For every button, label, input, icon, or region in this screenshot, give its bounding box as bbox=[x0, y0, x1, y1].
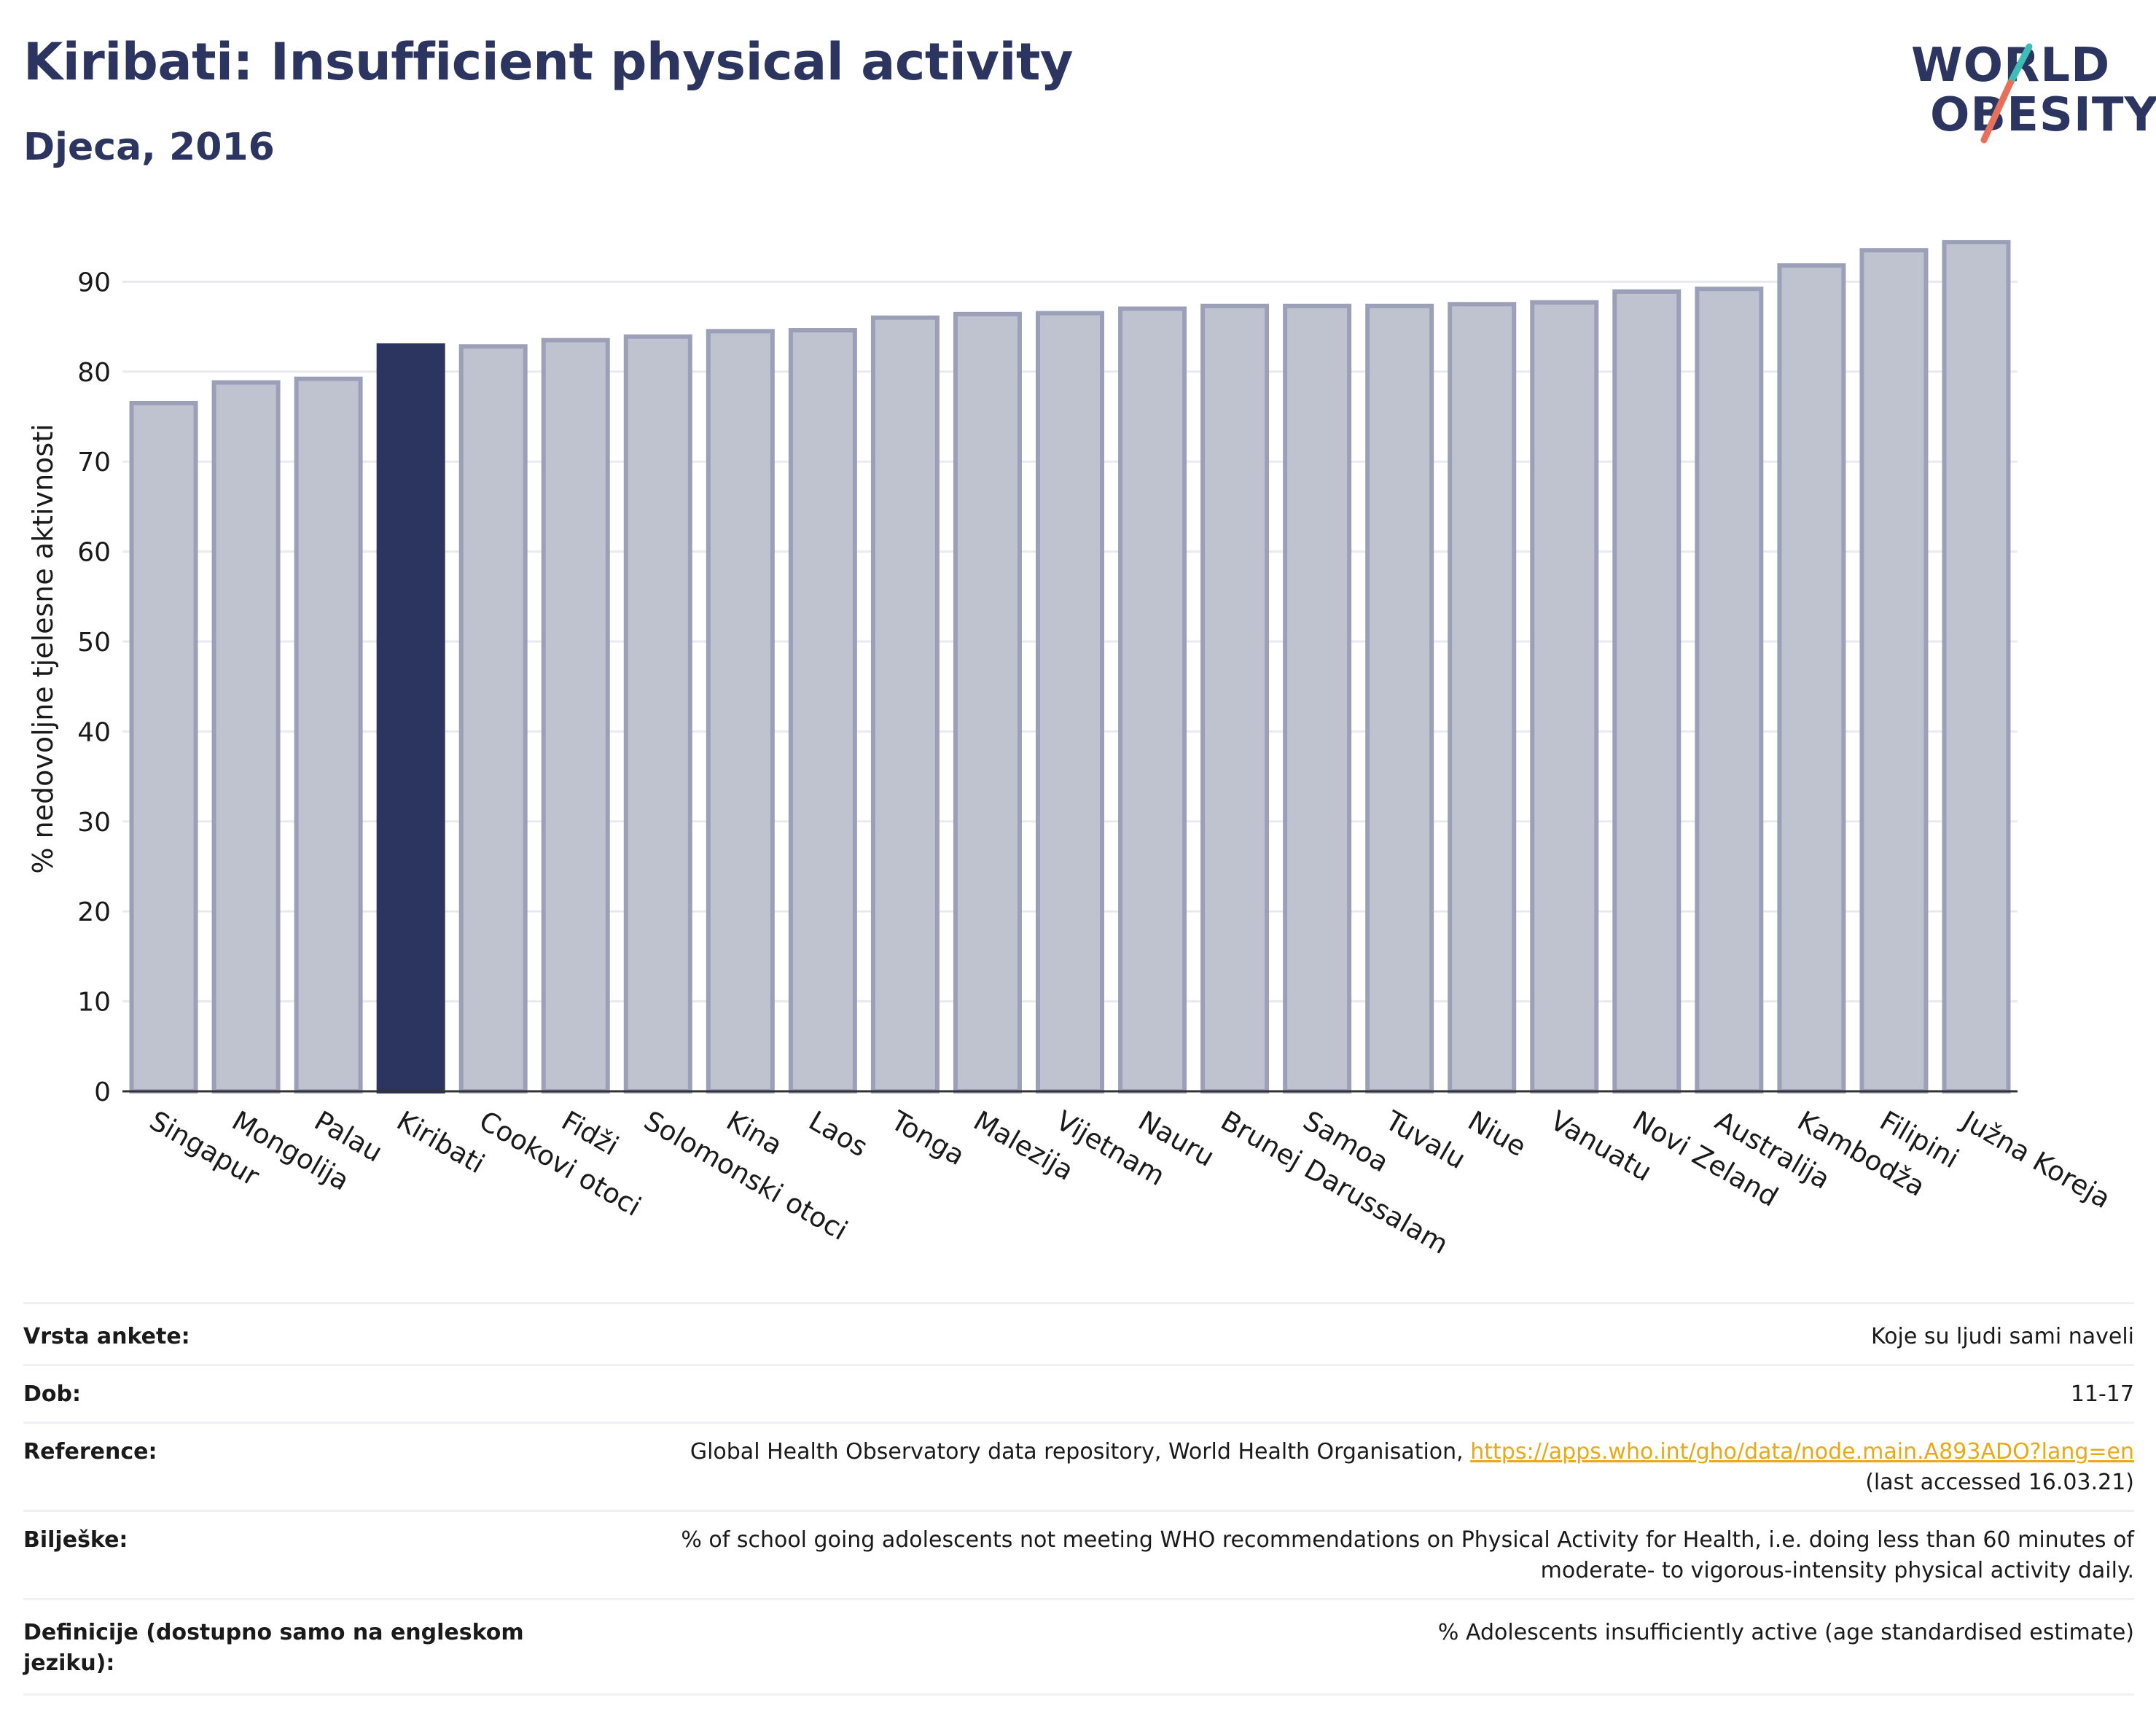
bar-singapur[interactable] bbox=[129, 400, 198, 1093]
bar-mongolija[interactable] bbox=[211, 380, 281, 1094]
bar-nauru[interactable] bbox=[1118, 306, 1187, 1093]
bar-laos[interactable] bbox=[788, 328, 857, 1093]
bar-vijetnam[interactable] bbox=[1036, 311, 1104, 1094]
y-axis-label: % nedovoljne tjelesne aktivnosti bbox=[27, 424, 59, 873]
notes-text: % of school going adolescents not meetin… bbox=[681, 1527, 2134, 1553]
chart-title: Kiribati: Insufficient physical activity bbox=[23, 32, 1074, 92]
info-row-age: Dob: 11-17 bbox=[23, 1364, 2134, 1422]
bar-kambodža[interactable] bbox=[1777, 263, 1846, 1094]
info-label: Definicije (dostupno samo na engleskom j… bbox=[23, 1618, 577, 1679]
info-value: % of school going adolescents not meetin… bbox=[577, 1525, 2134, 1586]
x-tick-label: Tonga bbox=[886, 1104, 970, 1171]
world-obesity-logo[interactable]: WORLD OBESITY bbox=[1902, 36, 2156, 153]
bar-novi-zeland[interactable] bbox=[1612, 289, 1682, 1093]
reference-link[interactable]: https://apps.who.int/gho/data/node.main.… bbox=[1470, 1439, 2134, 1465]
bar-kina[interactable] bbox=[706, 329, 775, 1093]
info-label: Bilješke: bbox=[23, 1527, 128, 1553]
info-row-notes: Bilješke: % of school going adolescents … bbox=[23, 1510, 2134, 1598]
info-label: Dob: bbox=[23, 1381, 81, 1407]
bar-brunej-darussalam[interactable] bbox=[1200, 303, 1270, 1093]
info-value: Koje su ljudi sami naveli bbox=[1870, 1324, 2134, 1349]
reference-accessed: (last accessed 16.03.21) bbox=[1865, 1470, 2134, 1495]
reference-text: Global Health Observatory data repositor… bbox=[690, 1439, 1464, 1465]
info-row-survey: Vrsta ankete: Koje su ljudi sami naveli bbox=[23, 1302, 2134, 1364]
definitions-label: Definicije (dostupno samo na engleskom bbox=[23, 1620, 524, 1645]
y-tick-label: 50 bbox=[77, 628, 111, 658]
y-tick-label: 30 bbox=[77, 808, 111, 838]
y-tick-label: 90 bbox=[77, 268, 111, 297]
info-value: 11-17 bbox=[2070, 1381, 2134, 1407]
y-tick-label: 10 bbox=[77, 988, 111, 1018]
x-tick-label: Tuvalu bbox=[1380, 1104, 1471, 1175]
bar-palau[interactable] bbox=[294, 376, 363, 1093]
x-tick-label: Južna Koreja bbox=[1956, 1104, 2116, 1215]
bar-solomonski-otoci[interactable] bbox=[623, 334, 692, 1094]
info-label: Reference: bbox=[23, 1439, 157, 1465]
y-tick-label: 40 bbox=[77, 717, 111, 747]
y-tick-label: 60 bbox=[77, 538, 111, 568]
info-value: Global Health Observatory data repositor… bbox=[577, 1437, 2134, 1498]
logo-slash-icon bbox=[1980, 43, 2033, 144]
info-row-reference: Reference: Global Health Observatory dat… bbox=[23, 1422, 2134, 1510]
x-tick-label: Laos bbox=[803, 1105, 872, 1163]
bar-samoa[interactable] bbox=[1283, 303, 1352, 1093]
y-tick-label: 80 bbox=[77, 358, 111, 388]
x-tick-label: Niue bbox=[1463, 1105, 1531, 1163]
bar-malezija[interactable] bbox=[953, 311, 1022, 1094]
chart-subtitle: Djeca, 2016 bbox=[23, 125, 275, 169]
y-tick-label: 20 bbox=[77, 897, 111, 927]
bar-vanuatu[interactable] bbox=[1530, 300, 1599, 1094]
info-label: Vrsta ankete: bbox=[23, 1324, 190, 1349]
logo-line2: OBESITY bbox=[1930, 88, 2156, 142]
bar-kiribati[interactable] bbox=[376, 343, 445, 1094]
bar-chart: 0102030405060708090SingapurMongolijaPala… bbox=[27, 240, 2116, 1260]
bar-niue[interactable] bbox=[1448, 302, 1517, 1093]
bar-južna-koreja[interactable] bbox=[1942, 240, 2011, 1093]
info-table: Vrsta ankete: Koje su ljudi sami naveli … bbox=[23, 1302, 2134, 1696]
bar-filipini[interactable] bbox=[1859, 248, 1929, 1094]
notes-text-2: moderate- to vigorous-intensity physical… bbox=[1540, 1558, 2134, 1583]
bar-tuvalu[interactable] bbox=[1365, 303, 1434, 1093]
y-tick-label: 0 bbox=[94, 1077, 111, 1107]
bar-tonga[interactable] bbox=[870, 315, 940, 1093]
definitions-label-2: jeziku): bbox=[23, 1650, 115, 1676]
info-row-definitions: Definicije (dostupno samo na engleskom j… bbox=[23, 1598, 2134, 1696]
x-tick-label: Cookovi otoci bbox=[474, 1105, 646, 1223]
bars bbox=[129, 240, 2011, 1094]
bar-cookovi-otoci[interactable] bbox=[458, 344, 528, 1094]
info-value: % Adolescents insufficiently active (age… bbox=[1437, 1620, 2134, 1645]
y-tick-label: 70 bbox=[77, 448, 111, 477]
bar-fidži[interactable] bbox=[541, 338, 610, 1094]
bar-australija[interactable] bbox=[1695, 286, 1764, 1094]
x-tick-label: Kiribati bbox=[391, 1105, 490, 1180]
